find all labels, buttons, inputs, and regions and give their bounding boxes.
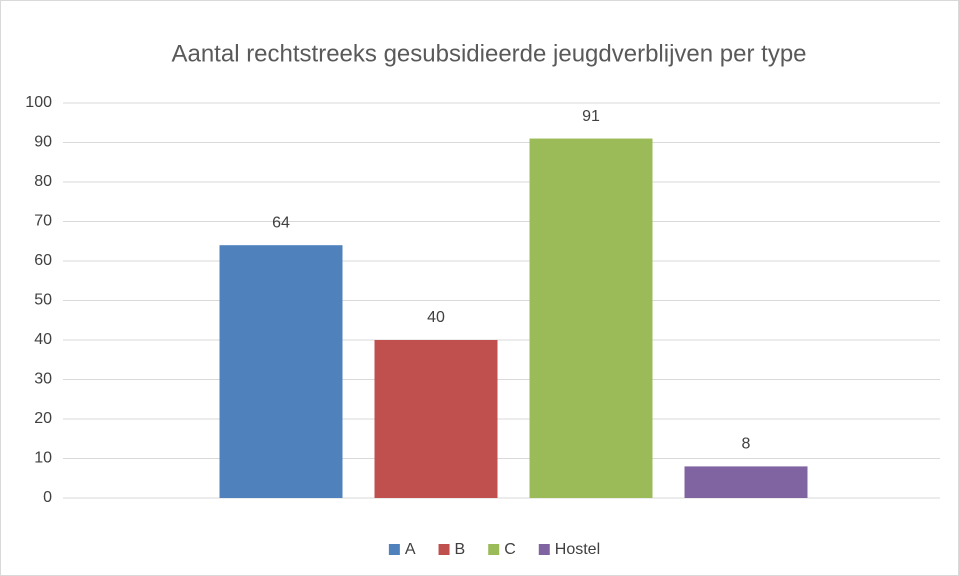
y-tick-label: 10 — [34, 450, 52, 467]
bar — [529, 138, 653, 499]
legend-label: B — [455, 541, 466, 558]
legend-label: C — [504, 541, 516, 558]
legend-swatch — [438, 544, 450, 555]
legend-swatch — [538, 544, 550, 555]
y-tick-label: 0 — [43, 489, 52, 506]
y-tick-label: 40 — [34, 331, 52, 348]
y-tick-label: 50 — [34, 292, 52, 309]
y-tick-label: 90 — [34, 134, 52, 151]
data-label: 91 — [582, 108, 600, 125]
y-tick-label: 60 — [34, 252, 52, 269]
bar — [374, 340, 498, 498]
y-tick-label: 70 — [34, 213, 52, 230]
y-tick-label: 80 — [34, 173, 52, 190]
chart-title: Aantal rechtstreeks gesubsidieerde jeugd… — [171, 40, 806, 67]
legend-label: A — [405, 541, 416, 558]
data-label: 8 — [742, 436, 751, 453]
y-tick-label: 30 — [34, 371, 52, 388]
y-tick-label: 20 — [34, 410, 52, 427]
legend-label: Hostel — [555, 541, 600, 558]
data-label: 64 — [272, 214, 290, 231]
bar — [219, 245, 343, 498]
data-label: 40 — [427, 309, 445, 326]
bar — [684, 466, 808, 498]
legend-swatch — [388, 544, 400, 555]
legend-swatch — [488, 544, 500, 555]
y-tick-label: 100 — [25, 94, 52, 111]
